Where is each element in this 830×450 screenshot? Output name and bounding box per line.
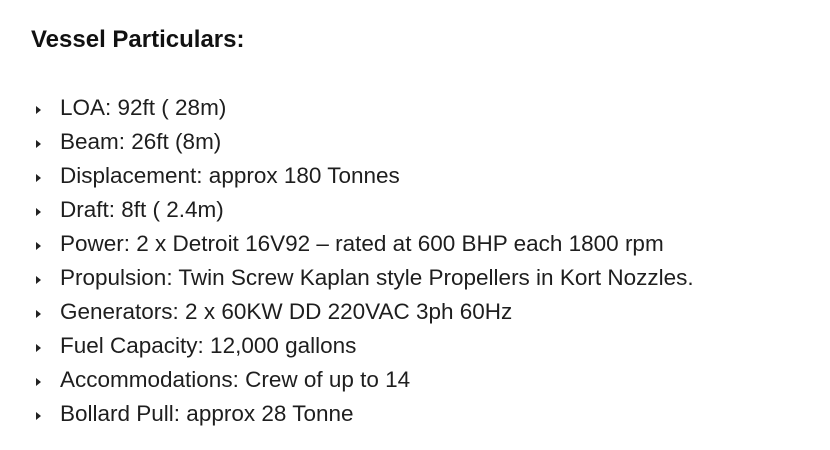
- list-item: Displacement: approx 180 Tonnes: [0, 159, 694, 193]
- item-text: Beam: 26ft (8m): [60, 129, 222, 154]
- bullet-icon: [36, 242, 41, 250]
- item-text: Displacement: approx 180 Tonnes: [60, 163, 400, 188]
- list-item: Generators: 2 x 60KW DD 220VAC 3ph 60Hz: [0, 295, 694, 329]
- bullet-icon: [36, 310, 41, 318]
- list-item: Propulsion: Twin Screw Kaplan style Prop…: [0, 261, 694, 295]
- item-text: Generators: 2 x 60KW DD 220VAC 3ph 60Hz: [60, 299, 513, 324]
- bullet-icon: [36, 106, 41, 114]
- item-text: Fuel Capacity: 12,000 gallons: [60, 333, 357, 358]
- list-item: Accommodations: Crew of up to 14: [0, 363, 694, 397]
- list-item: Fuel Capacity: 12,000 gallons: [0, 329, 694, 363]
- bullet-icon: [36, 378, 41, 386]
- list-item: Beam: 26ft (8m): [0, 125, 694, 159]
- bullet-icon: [36, 140, 41, 148]
- item-text: Propulsion: Twin Screw Kaplan style Prop…: [60, 265, 694, 290]
- bullet-icon: [36, 276, 41, 284]
- item-text: Bollard Pull: approx 28 Tonne: [60, 401, 354, 426]
- list-item: LOA: 92ft ( 28m): [0, 91, 694, 125]
- list-item: Power: 2 x Detroit 16V92 – rated at 600 …: [0, 227, 694, 261]
- bullet-icon: [36, 344, 41, 352]
- bullet-icon: [36, 208, 41, 216]
- item-text: Draft: 8ft ( 2.4m): [60, 197, 224, 222]
- vessel-particulars-list: LOA: 92ft ( 28m) Beam: 26ft (8m) Displac…: [0, 91, 694, 431]
- list-item: Draft: 8ft ( 2.4m): [0, 193, 694, 227]
- bullet-icon: [36, 174, 41, 182]
- item-text: Accommodations: Crew of up to 14: [60, 367, 411, 392]
- item-text: Power: 2 x Detroit 16V92 – rated at 600 …: [60, 231, 664, 256]
- list-item: Bollard Pull: approx 28 Tonne: [0, 397, 694, 431]
- section-heading: Vessel Particulars:: [31, 26, 245, 53]
- bullet-icon: [36, 412, 41, 420]
- item-text: LOA: 92ft ( 28m): [60, 95, 227, 120]
